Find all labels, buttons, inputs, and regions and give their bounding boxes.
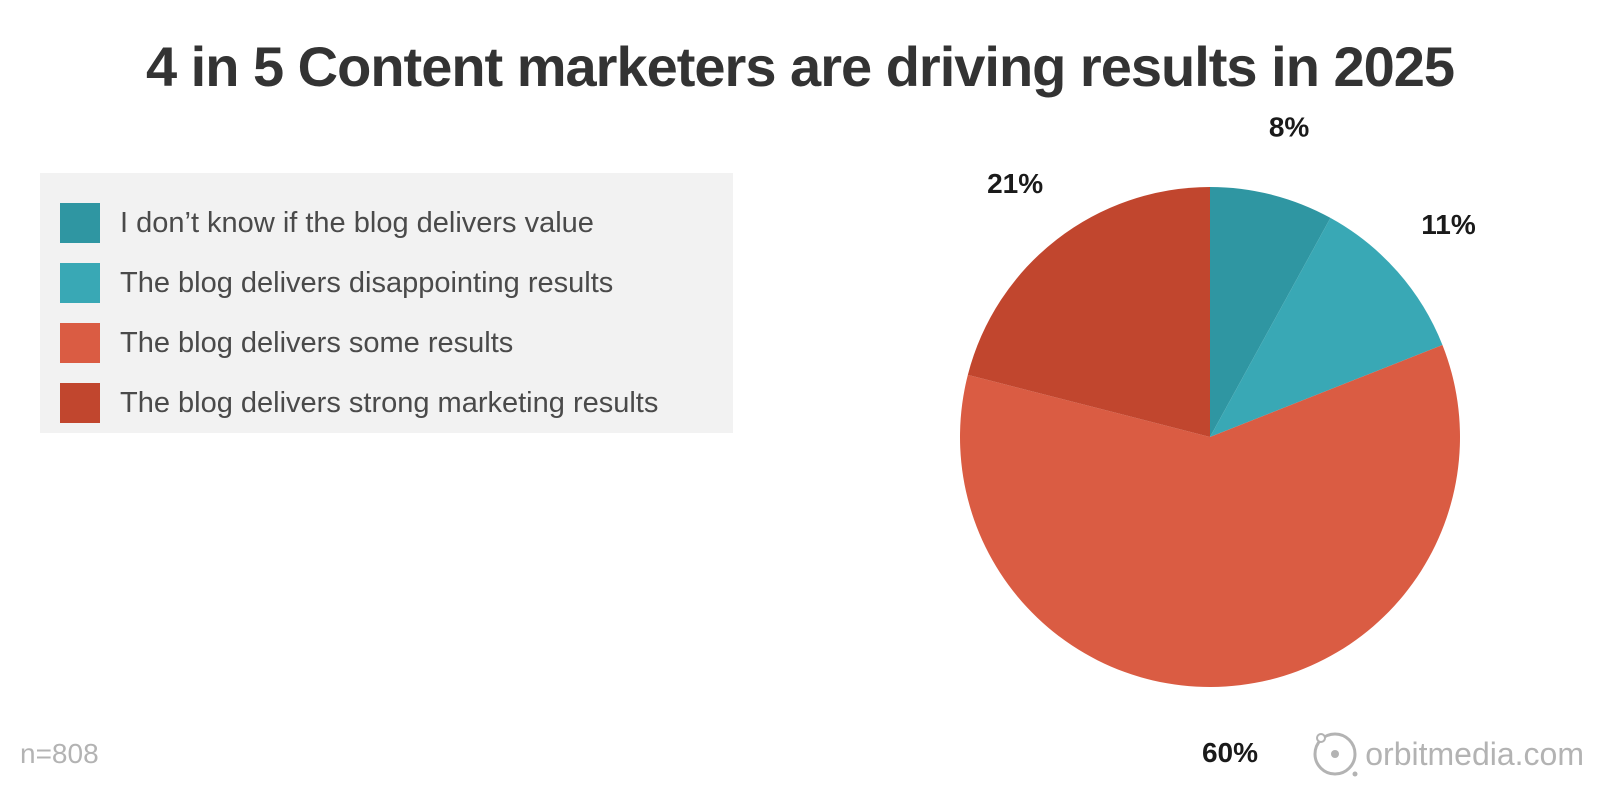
slice-value-label: 11% (1421, 209, 1476, 240)
sample-size-note: n=808 (20, 738, 99, 769)
slice-value-label: 8% (1269, 111, 1310, 142)
legend-swatch (60, 383, 100, 423)
pie-slice (1210, 187, 1331, 437)
legend-label: I don’t know if the blog delivers value (120, 206, 594, 239)
legend-label: The blog delivers disappointing results (120, 266, 614, 299)
legend-label: The blog delivers some results (120, 326, 514, 359)
legend-item: The blog delivers disappointing results (40, 253, 733, 313)
brand-text: orbitmedia.com (1365, 735, 1584, 772)
legend-swatch (60, 263, 100, 303)
legend-label: The blog delivers strong marketing resul… (120, 386, 659, 419)
orbit-logo-icon (1313, 732, 1358, 777)
slice-value-label: 60% (1202, 737, 1258, 768)
legend-swatch (60, 323, 100, 363)
pie-slice (967, 187, 1210, 437)
slice-value-label: 21% (987, 168, 1043, 199)
legend-swatch (60, 203, 100, 243)
legend-item: I don’t know if the blog delivers value (40, 193, 733, 253)
legend-item: The blog delivers strong marketing resul… (40, 373, 733, 433)
chart-title: 4 in 5 Content marketers are driving res… (145, 35, 1455, 98)
brand-logo: orbitmedia.com (1311, 730, 1584, 778)
pie-slice (960, 344, 1460, 687)
legend: I don’t know if the blog delivers value … (40, 173, 733, 433)
pie-slice (1210, 217, 1443, 437)
legend-item: The blog delivers some results (40, 313, 733, 373)
